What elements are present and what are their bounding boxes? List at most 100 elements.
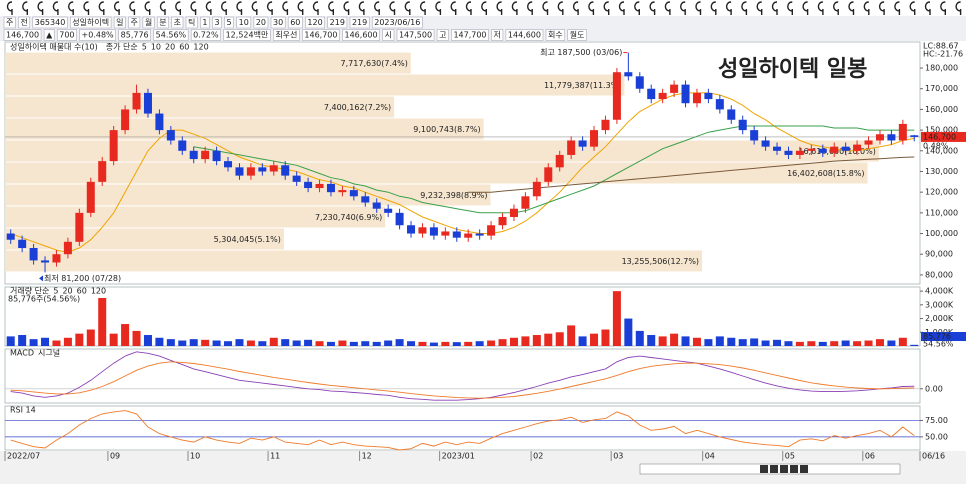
toolbar-button[interactable]	[436, 29, 449, 41]
volume-bar	[86, 329, 95, 346]
toolbar-button[interactable]	[142, 16, 155, 29]
toolbar-item[interactable]: 700	[59, 31, 74, 40]
scroll-button[interactable]	[800, 465, 808, 473]
toolbar-button[interactable]	[113, 16, 126, 29]
toolbar-item[interactable]: 365340	[35, 18, 66, 27]
toolbar-button[interactable]	[545, 29, 566, 41]
toolbar-button[interactable]	[43, 29, 55, 41]
toolbar-item[interactable]: 주	[6, 18, 13, 27]
toolbar-item[interactable]: 월도	[570, 30, 585, 40]
toolbar-item[interactable]: +0.48%	[82, 31, 115, 40]
toolbar-item[interactable]: 5	[227, 18, 232, 27]
toolbar-item[interactable]: 146,700	[6, 31, 39, 40]
toolbar-item[interactable]: ▲	[46, 31, 53, 40]
binding-ring	[404, 1, 411, 15]
toolbar-button[interactable]	[270, 16, 286, 29]
toolbar-button[interactable]	[342, 29, 380, 41]
toolbar-item[interactable]: 144,600	[508, 31, 541, 40]
panel-frame	[4, 348, 921, 404]
toolbar-item[interactable]: 54.56%	[156, 31, 187, 40]
toolbar-item[interactable]: 주	[130, 18, 137, 27]
toolbar-item[interactable]: 틱	[188, 17, 195, 27]
toolbar-button[interactable]	[327, 16, 348, 29]
toolbar-button[interactable]	[273, 29, 300, 41]
toolbar-item[interactable]: 0.72%	[193, 31, 219, 40]
toolbar-button[interactable]	[212, 16, 222, 29]
toolbar-item[interactable]: 10	[239, 18, 249, 27]
toolbar-button[interactable]	[32, 16, 68, 29]
toolbar-button[interactable]	[69, 16, 112, 29]
toolbar-button[interactable]	[302, 29, 340, 41]
toolbar-item[interactable]: 월	[145, 17, 152, 27]
toolbar-item[interactable]: 1	[202, 18, 207, 27]
toolbar-button[interactable]	[371, 16, 423, 29]
toolbar-item[interactable]: 초	[174, 18, 181, 27]
toolbar-button[interactable]	[451, 29, 489, 41]
toolbar-item[interactable]: 147,500	[399, 31, 432, 40]
toolbar-button[interactable]	[118, 29, 151, 41]
toolbar-button[interactable]	[349, 16, 370, 29]
toolbar-item[interactable]: 147,700	[453, 31, 486, 40]
toolbar-button[interactable]	[236, 16, 252, 29]
toolbar-item[interactable]: 85,776	[121, 31, 149, 40]
toolbar-button[interactable]	[156, 16, 169, 29]
toolbar-button[interactable]	[491, 29, 504, 41]
toolbar-button[interactable]	[18, 16, 31, 29]
toolbar-item[interactable]: 146,700	[304, 31, 337, 40]
toolbar-button[interactable]	[223, 29, 271, 41]
toolbar-item[interactable]: 일	[116, 18, 123, 27]
toolbar-item[interactable]: 시	[385, 31, 392, 40]
volume-bar	[189, 339, 198, 346]
toolbar-item[interactable]: 성일하이텍	[72, 17, 109, 27]
candle-body	[63, 241, 72, 255]
toolbar-button[interactable]	[253, 16, 269, 29]
toolbar-item[interactable]: 12,524백만	[226, 30, 269, 40]
candle-body	[567, 140, 576, 155]
scroll-button[interactable]	[790, 465, 798, 473]
toolbar-button[interactable]	[567, 29, 587, 41]
candle-body	[704, 92, 713, 100]
x-tick-label: 03	[613, 452, 623, 461]
scroll-button[interactable]	[780, 465, 788, 473]
toolbar-button[interactable]	[190, 29, 221, 41]
toolbar-item[interactable]: 저	[494, 31, 501, 40]
toolbar-button[interactable]	[56, 29, 77, 41]
toolbar-button[interactable]	[185, 16, 198, 29]
toolbar-button[interactable]	[79, 29, 116, 41]
volume-bar	[178, 340, 187, 346]
scroll-button[interactable]	[760, 465, 768, 473]
scroll-button[interactable]	[770, 465, 778, 473]
toolbar-button[interactable]	[200, 16, 210, 29]
toolbar-item[interactable]: 분	[159, 18, 166, 27]
binding-ring	[710, 1, 717, 15]
toolbar-item[interactable]: 회수	[548, 31, 563, 40]
volume-bar	[670, 333, 679, 346]
toolbar-item[interactable]: 2023/06/16	[374, 18, 420, 27]
toolbar-button[interactable]	[3, 29, 42, 41]
candle-body	[349, 190, 358, 197]
volume-bar	[6, 336, 15, 346]
toolbar-button[interactable]	[3, 16, 16, 29]
toolbar-item[interactable]: 219	[352, 18, 367, 27]
toolbar-button[interactable]	[128, 16, 141, 29]
toolbar-item[interactable]: 고	[439, 31, 446, 40]
toolbar-button[interactable]	[382, 29, 395, 41]
toolbar-item[interactable]: 20	[256, 18, 266, 27]
toolbar-button[interactable]	[305, 16, 325, 29]
candle-body	[750, 130, 759, 141]
toolbar-button[interactable]	[224, 16, 234, 29]
toolbar-button[interactable]	[171, 16, 184, 29]
toolbar-button[interactable]	[396, 29, 435, 41]
toolbar-button[interactable]	[153, 29, 189, 41]
toolbar-item[interactable]: 219	[330, 18, 345, 27]
toolbar-item[interactable]: 전	[20, 17, 27, 27]
candle-body	[132, 92, 141, 110]
toolbar-item[interactable]: 최우선	[275, 30, 297, 40]
toolbar-button[interactable]	[505, 29, 544, 41]
toolbar-item[interactable]: 120	[307, 18, 322, 27]
toolbar-item[interactable]: 60	[290, 18, 300, 27]
toolbar-button[interactable]	[287, 16, 303, 29]
toolbar-item[interactable]: 3	[214, 18, 219, 27]
toolbar-item[interactable]: 146,600	[345, 31, 378, 40]
toolbar-item[interactable]: 30	[273, 18, 283, 27]
